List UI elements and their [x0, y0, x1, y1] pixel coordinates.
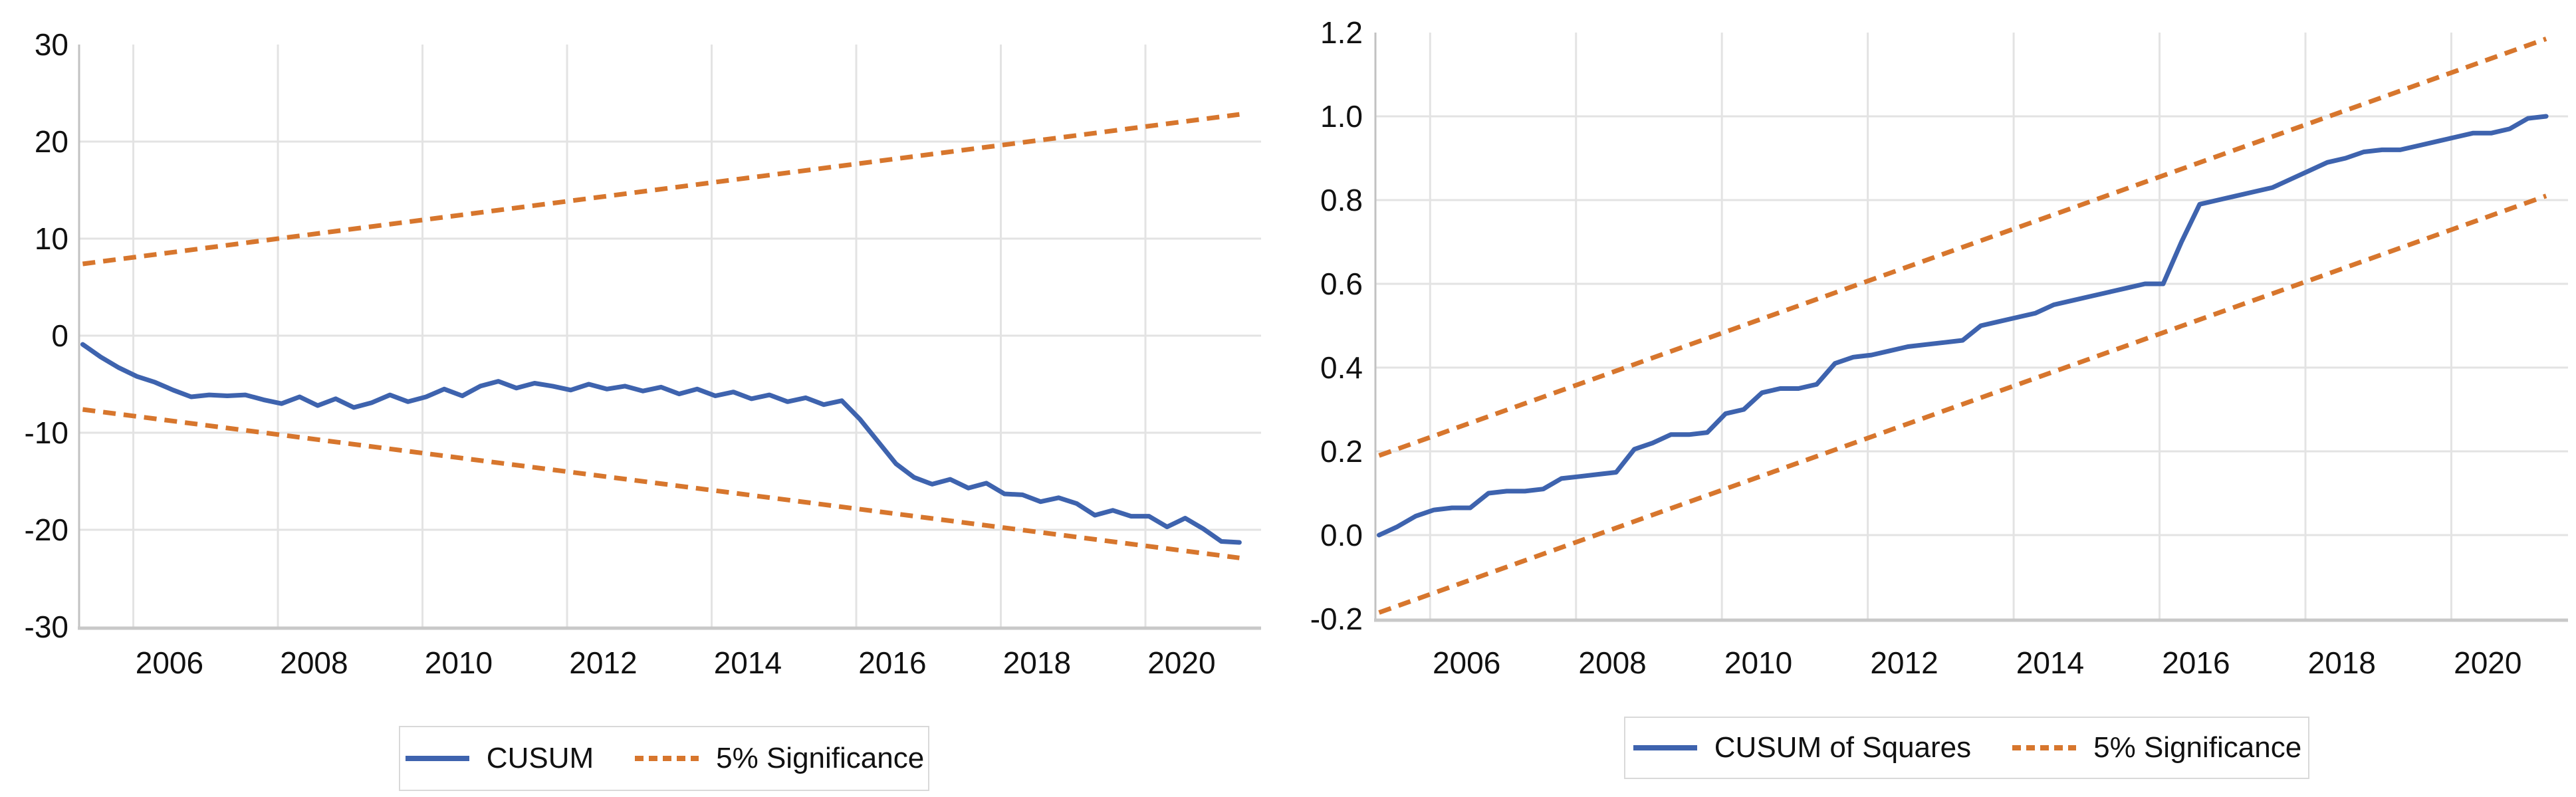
y-tick-label-1.2: 1.2	[1320, 15, 1363, 50]
y-tick-label-1.0: 1.0	[1320, 99, 1363, 134]
significance-lower-line	[82, 407, 1240, 560]
significance-line-sample-icon	[2012, 745, 2077, 750]
cusum-line	[80, 342, 1242, 545]
legend-cusum-squares: CUSUM of Squares 5% Significance	[1624, 717, 2309, 779]
legend-cusum: CUSUM 5% Significance	[399, 726, 929, 791]
y-tick-label--0.2: -0.2	[1310, 602, 1363, 636]
y-tick-label-30: 30	[35, 27, 68, 62]
significance-line-sample-icon	[635, 756, 699, 761]
y-tick-label-0: 0	[51, 318, 68, 353]
significance-lower-line	[1378, 193, 2547, 615]
significance-upper-line	[82, 112, 1240, 267]
cusum-squares-line	[1377, 114, 2549, 538]
x-tick-label-2014: 2014	[2016, 645, 2084, 680]
y-tick-label-0.6: 0.6	[1320, 267, 1363, 301]
x-tick-label-2016: 2016	[858, 645, 926, 680]
x-tick-label-2012: 2012	[569, 645, 637, 680]
x-tick-label-2008: 2008	[1578, 645, 1646, 680]
legend-label-cusum-squares: CUSUM of Squares	[1714, 731, 1972, 764]
x-tick-label-2018: 2018	[1003, 645, 1071, 680]
legend-item-significance: 5% Significance	[2011, 731, 2301, 764]
y-tick-label-0.8: 0.8	[1320, 183, 1363, 217]
y-tick-label-0.0: 0.0	[1320, 518, 1363, 552]
x-tick-label-2018: 2018	[2308, 645, 2376, 680]
legend-item-cusum-squares: CUSUM of Squares	[1632, 731, 1971, 764]
x-tick-label-2008: 2008	[280, 645, 348, 680]
y-tick-label-0.2: 0.2	[1320, 434, 1363, 469]
x-tick-label-2010: 2010	[425, 645, 493, 680]
x-tick-label-2006: 2006	[1433, 645, 1500, 680]
cusum-line-sample-icon	[405, 756, 469, 761]
cusum-squares-line-sample-icon	[1633, 745, 1697, 750]
x-tick-label-2020: 2020	[2454, 645, 2521, 680]
x-tick-label-2012: 2012	[1870, 645, 1938, 680]
x-tick-label-2020: 2020	[1147, 645, 1215, 680]
significance-upper-line	[1378, 37, 2547, 458]
x-tick-label-2016: 2016	[2162, 645, 2230, 680]
x-tick-label-2006: 2006	[136, 645, 203, 680]
legend-item-cusum: CUSUM	[404, 742, 594, 775]
legend-label-significance: 5% Significance	[2093, 731, 2302, 764]
y-tick-label--10: -10	[25, 415, 68, 450]
y-tick-label--20: -20	[25, 512, 68, 547]
y-tick-label-0.4: 0.4	[1320, 350, 1363, 385]
y-tick-label-20: 20	[35, 124, 68, 159]
legend-item-significance: 5% Significance	[634, 742, 924, 775]
legend-label-significance: 5% Significance	[716, 742, 925, 774]
legend-label-cusum: CUSUM	[486, 742, 594, 774]
x-tick-label-2010: 2010	[1724, 645, 1792, 680]
y-tick-label-10: 10	[35, 221, 68, 256]
y-tick-label--30: -30	[25, 610, 68, 644]
x-tick-label-2014: 2014	[714, 645, 782, 680]
